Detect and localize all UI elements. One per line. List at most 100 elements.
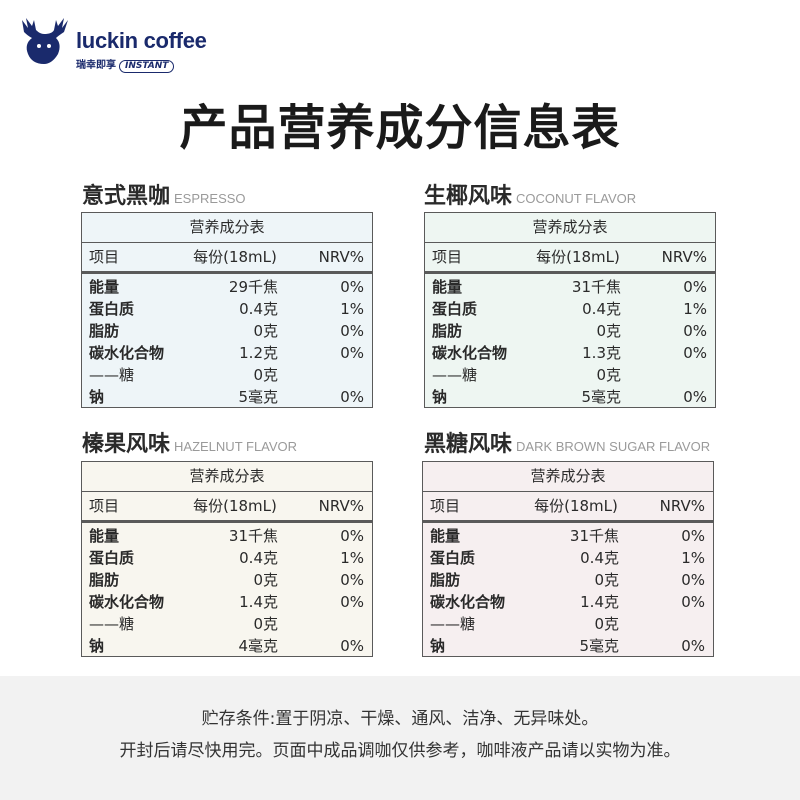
nutrient-name: 碳水化合物 <box>89 593 165 611</box>
header-nrv: NRV% <box>659 497 705 515</box>
header-item: 项目 <box>89 497 120 515</box>
header-item: 项目 <box>89 248 120 266</box>
flavor-name-en: COCONUT FLAVOR <box>516 191 637 206</box>
table-row: ——糖 0克 <box>82 613 372 635</box>
flavor-name-en: DARK BROWN SUGAR FLAVOR <box>516 439 711 454</box>
nutrient-value: 1.4克 <box>580 593 619 611</box>
nutrient-value: 0.4克 <box>239 549 278 567</box>
flavor-name-cn: 黑糖风味 <box>424 432 513 457</box>
nutrition-table: 营养成分表 项目 每份(18mL) NRV% 能量 31千焦 0% 蛋白质 0.4克 1% 脂肪 0克… <box>81 461 373 657</box>
table-row: 碳水化合物 1.4克 0% <box>82 591 372 613</box>
table-row: 碳水化合物 1.3克 0% <box>425 342 715 364</box>
nutrient-nrv: 0% <box>681 571 705 589</box>
table-row: 脂肪 0克 0% <box>82 320 372 342</box>
nutrient-name: 蛋白质 <box>432 300 478 318</box>
nutrient-nrv: 1% <box>340 300 364 318</box>
nutrient-value: 0克 <box>253 615 278 633</box>
table-row: 脂肪 0克 0% <box>425 320 715 342</box>
header-serving: 每份(18mL) <box>534 497 618 515</box>
table-row: ——糖 0克 <box>425 364 715 386</box>
deer-icon <box>22 18 68 64</box>
table-header-row: 项目 每份(18mL) NRV% <box>425 243 715 274</box>
nutrient-nrv: 0% <box>683 344 707 362</box>
header-item: 项目 <box>432 248 463 266</box>
nutrient-value: 5毫克 <box>579 637 619 655</box>
header-item: 项目 <box>430 497 461 515</box>
nutrient-name: 钠 <box>430 637 446 655</box>
header-nrv: NRV% <box>661 248 707 266</box>
table-header-row: 项目 每份(18mL) NRV% <box>423 492 713 523</box>
flavor-name-cn: 意式黑咖 <box>82 184 171 209</box>
brand-name: luckin coffee <box>76 28 207 53</box>
nutrient-name: ——糖 <box>432 366 478 384</box>
nutrient-name: 碳水化合物 <box>432 344 508 362</box>
nutrient-nrv: 1% <box>683 300 707 318</box>
table-row: 碳水化合物 1.4克 0% <box>423 591 713 613</box>
nutrient-value: 0克 <box>594 615 619 633</box>
nutrient-name: 脂肪 <box>89 322 120 340</box>
nutrient-name: 钠 <box>89 637 105 655</box>
nutrient-value: 0.4克 <box>580 549 619 567</box>
nutrient-name: ——糖 <box>89 615 135 633</box>
nutrient-nrv: 1% <box>340 549 364 567</box>
nutrient-name: 蛋白质 <box>89 300 135 318</box>
nutrient-name: 钠 <box>432 388 448 406</box>
nutrient-nrv: 1% <box>681 549 705 567</box>
flavor-heading: 榛果风味 HAZELNUT FLAVOR <box>82 426 297 458</box>
nutrient-value: 29千焦 <box>228 278 278 296</box>
nutrient-name: 碳水化合物 <box>430 593 506 611</box>
table-body: 能量 31千焦 0% 蛋白质 0.4克 1% 脂肪 0克 0% 碳水化合物 1.3克 0% ——糖 0克钠… <box>425 274 715 408</box>
table-row: 钠 4毫克 0% <box>82 635 372 657</box>
header-nrv: NRV% <box>318 248 364 266</box>
nutrient-nrv: 0% <box>340 527 364 545</box>
nutrient-value: 0克 <box>596 366 621 384</box>
nutrient-nrv: 0% <box>683 278 707 296</box>
brand-subtitle: 瑞幸即享 INSTANT <box>76 56 175 73</box>
table-row: 钠 5毫克 0% <box>82 386 372 408</box>
nutrient-value: 1.4克 <box>239 593 278 611</box>
footer-note: 贮存条件:置于阴凉、干燥、通风、洁净、无异味处。 开封后请尽快用完。页面中成品调… <box>0 676 800 800</box>
table-row: 蛋白质 0.4克 1% <box>425 298 715 320</box>
nutrient-nrv: 0% <box>683 322 707 340</box>
table-row: 蛋白质 0.4克 1% <box>82 547 372 569</box>
table-row: ——糖 0克 <box>82 364 372 386</box>
nutrient-value: 31千焦 <box>571 278 621 296</box>
nutrient-value: 0克 <box>253 366 278 384</box>
disclaimer-note: 开封后请尽快用完。页面中成品调咖仅供参考，咖啡液产品请以实物为准。 <box>119 741 681 761</box>
nutrient-nrv: 0% <box>340 388 364 406</box>
nutrient-name: 碳水化合物 <box>89 344 165 362</box>
nutrient-value: 0.4克 <box>582 300 621 318</box>
nutrient-nrv: 0% <box>340 278 364 296</box>
flavor-name-cn: 榛果风味 <box>82 432 171 457</box>
nutrient-value: 31千焦 <box>569 527 619 545</box>
header-serving: 每份(18mL) <box>193 248 277 266</box>
flavor-heading: 黑糖风味 DARK BROWN SUGAR FLAVOR <box>424 426 710 458</box>
table-title: 营养成分表 <box>423 462 713 492</box>
page-title: 产品营养成分信息表 <box>179 100 621 156</box>
table-title: 营养成分表 <box>82 213 372 243</box>
nutrient-value: 0.4克 <box>239 300 278 318</box>
table-row: 能量 29千焦 0% <box>82 276 372 298</box>
nutrition-table: 营养成分表 项目 每份(18mL) NRV% 能量 31千焦 0% 蛋白质 0.4克 1% 脂肪 0克… <box>424 212 716 408</box>
table-row: 能量 31千焦 0% <box>423 525 713 547</box>
nutrition-table: 营养成分表 项目 每份(18mL) NRV% 能量 31千焦 0% 蛋白质 0.4克 1% 脂肪 0克… <box>422 461 714 657</box>
nutrient-name: 脂肪 <box>432 322 463 340</box>
brand-logo: luckin coffee 瑞幸即享 INSTANT <box>18 14 258 73</box>
table-row: 钠 5毫克 0% <box>425 386 715 408</box>
nutrient-name: 蛋白质 <box>430 549 476 567</box>
nutrient-nrv: 0% <box>683 388 707 406</box>
table-body: 能量 29千焦 0% 蛋白质 0.4克 1% 脂肪 0克 0% 碳水化合物 1.2克 0% ——糖 0克钠… <box>82 274 372 408</box>
nutrient-nrv: 0% <box>340 593 364 611</box>
table-row: 脂肪 0克 0% <box>82 569 372 591</box>
nutrient-name: 能量 <box>432 278 463 296</box>
nutrient-name: 脂肪 <box>89 571 120 589</box>
nutrient-name: ——糖 <box>89 366 135 384</box>
header-serving: 每份(18mL) <box>536 248 620 266</box>
header-serving: 每份(18mL) <box>193 497 277 515</box>
nutrient-nrv: 0% <box>340 571 364 589</box>
nutrient-value: 0克 <box>253 322 278 340</box>
nutrient-nrv: 0% <box>681 527 705 545</box>
table-row: 钠 5毫克 0% <box>423 635 713 657</box>
flavor-name-en: ESPRESSO <box>174 191 246 206</box>
nutrient-value: 0克 <box>594 571 619 589</box>
